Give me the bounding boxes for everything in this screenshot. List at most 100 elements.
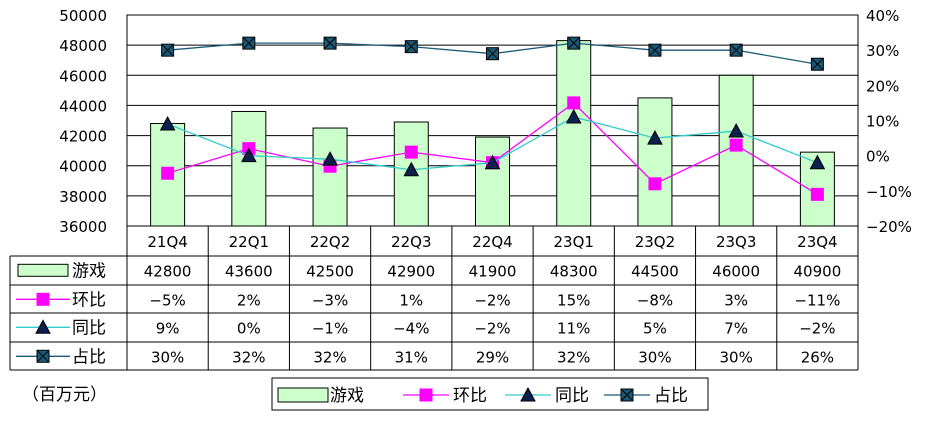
point-环比-23Q1: [567, 96, 581, 110]
point-占比-23Q4: [810, 57, 824, 71]
bar-22Q1: [231, 110, 267, 227]
row-key-marker-占比: [36, 349, 50, 363]
legend: [271, 377, 709, 411]
point-占比-22Q1-x2: [243, 37, 255, 49]
point-占比-21Q4-x2: [162, 44, 173, 56]
legend-swatch-游戏: [277, 387, 329, 403]
point-同比-23Q4: [809, 154, 826, 170]
point-占比-23Q2-x2: [649, 44, 661, 56]
cell-占比-23Q3: 30%: [719, 348, 752, 366]
left-tick-label: 42000: [59, 128, 107, 146]
cell-同比-22Q3: −4%: [393, 319, 429, 337]
row-label-同比: 同比: [72, 318, 106, 338]
cell-同比-23Q4: −2%: [799, 319, 835, 337]
cell-占比-22Q2: 32%: [313, 348, 346, 366]
left-tick-label: 50000: [59, 7, 107, 25]
row-key-marker-占比-x2: [37, 350, 49, 362]
row-key-marker-环比: [36, 292, 50, 306]
point-环比-23Q4: [810, 187, 824, 201]
cell-同比-21Q4: 9%: [156, 319, 180, 337]
point-占比-22Q3-x2: [405, 41, 417, 53]
bar-23Q2: [637, 97, 673, 227]
right-tick-label: 0%: [866, 148, 890, 166]
category-label: 23Q2: [635, 233, 675, 251]
legend-label-同比: 同比: [555, 386, 589, 406]
legend-label-环比: 环比: [453, 386, 487, 406]
cell-环比-23Q1: 15%: [557, 291, 590, 309]
right-tick-label: −20%: [866, 218, 912, 236]
cell-同比-23Q3: 7%: [724, 319, 748, 337]
point-环比-22Q3: [404, 145, 418, 159]
right-tick-label: 40%: [866, 7, 899, 25]
cell-占比-23Q2: 30%: [638, 348, 671, 366]
point-占比-22Q1: [242, 36, 256, 50]
point-同比-22Q2: [322, 151, 338, 166]
cell-游戏-23Q3: 46000: [712, 262, 760, 280]
row-key-marker-同比: [35, 319, 51, 334]
left-tick-label: 48000: [59, 37, 107, 55]
bar-23Q1: [556, 40, 592, 227]
right-tick-label: 10%: [866, 113, 899, 131]
unit-label: （百万元）: [22, 385, 107, 405]
cell-游戏-22Q4: 41900: [469, 262, 517, 280]
category-label: 22Q2: [310, 233, 350, 251]
point-占比-23Q1: [567, 36, 581, 50]
row-label-游戏: 游戏: [72, 261, 106, 281]
series-占比: [161, 36, 824, 71]
cell-占比-23Q1: 32%: [557, 348, 590, 366]
left-tick-label: 40000: [59, 158, 107, 176]
point-同比-23Q3: [728, 122, 745, 138]
category-label: 22Q4: [472, 233, 512, 251]
cell-游戏-23Q2: 44500: [631, 262, 679, 280]
right-tick-label: 20%: [866, 77, 899, 95]
legend-marker-占比-x2: [621, 389, 633, 401]
cell-环比-21Q4: −5%: [149, 291, 185, 309]
category-label: 23Q3: [716, 233, 756, 251]
cell-占比-23Q4: 26%: [801, 348, 834, 366]
point-同比-21Q4: [159, 115, 176, 131]
legend-label-游戏: 游戏: [330, 386, 364, 406]
point-占比-22Q4: [486, 47, 499, 61]
cell-环比-22Q4: −2%: [474, 291, 510, 309]
legend-marker-环比: [419, 388, 433, 402]
row-label-环比: 环比: [72, 290, 106, 310]
point-占比-22Q2: [323, 36, 337, 50]
legend-label-占比: 占比: [654, 386, 688, 406]
point-同比-22Q4: [484, 154, 501, 170]
legend-marker-占比: [620, 388, 634, 402]
left-tick-label: 46000: [59, 67, 107, 85]
series-同比: [159, 108, 826, 177]
cell-游戏-22Q1: 43600: [225, 262, 273, 280]
point-占比-22Q4-x2: [487, 48, 498, 60]
point-同比-22Q3: [403, 161, 420, 177]
left-tick-label: 44000: [59, 97, 107, 115]
cell-环比-23Q4: −11%: [794, 291, 840, 309]
cell-游戏-23Q1: 48300: [550, 262, 598, 280]
point-同比-23Q1: [565, 108, 582, 124]
cell-占比-21Q4: 30%: [151, 348, 184, 366]
left-tick-label: 38000: [59, 188, 107, 206]
cell-占比-22Q1: 32%: [232, 348, 265, 366]
category-label: 23Q4: [797, 233, 837, 251]
cell-游戏-21Q4: 42800: [144, 262, 192, 280]
row-key-游戏: [17, 263, 69, 277]
data-table: [9, 225, 859, 371]
cell-同比-23Q1: 11%: [557, 319, 590, 337]
cell-占比-22Q3: 31%: [395, 348, 428, 366]
bar-22Q2: [312, 127, 348, 227]
category-label: 22Q1: [229, 233, 269, 251]
point-占比-22Q3: [404, 40, 418, 54]
legend-marker-同比: [520, 386, 536, 402]
point-占比-21Q4: [161, 43, 175, 57]
cell-占比-22Q4: 29%: [476, 348, 509, 366]
category-label: 23Q1: [554, 233, 594, 251]
point-占比-23Q2: [648, 43, 662, 57]
cell-同比-23Q2: 5%: [643, 319, 667, 337]
cell-环比-23Q3: 3%: [724, 291, 748, 309]
cell-游戏-23Q4: 40900: [794, 262, 842, 280]
category-label: 22Q3: [391, 233, 431, 251]
cell-环比-22Q1: 2%: [237, 291, 261, 309]
point-环比-23Q2: [648, 177, 662, 191]
cell-同比-22Q1: 0%: [237, 319, 261, 337]
